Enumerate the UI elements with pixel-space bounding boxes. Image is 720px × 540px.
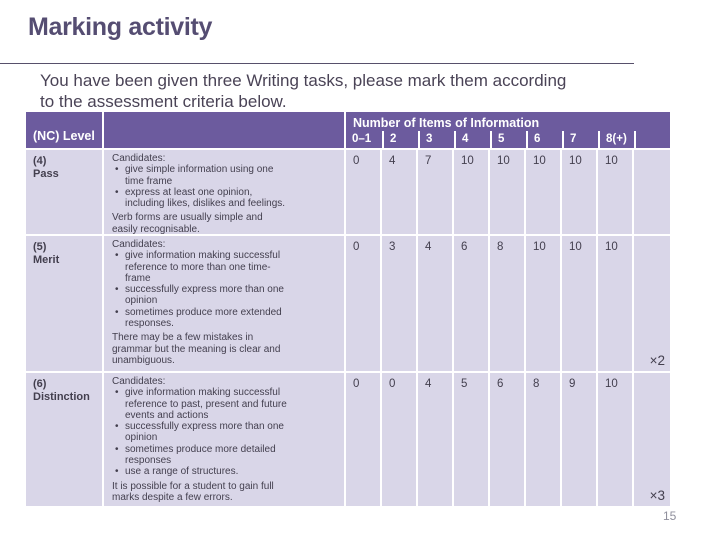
level-name: Distinction [33, 391, 90, 403]
score-cell: 7 [418, 150, 454, 236]
header-col-4: 4 [454, 131, 490, 148]
score-cell: 0 [346, 373, 382, 508]
bullet-item: express at least one opinion, including … [112, 187, 289, 210]
score-cell: 10 [598, 150, 634, 236]
bullet-item: sometimes produce more detailed response… [112, 444, 289, 467]
level-name: Pass [33, 168, 59, 180]
header-col-5: 5 [490, 131, 526, 148]
score-cell: 10 [598, 236, 634, 373]
bullet-item: successfully express more than one opini… [112, 284, 289, 307]
bullet-item: successfully express more than one opini… [112, 421, 289, 444]
criteria-cell: Candidates: give simple information usin… [104, 150, 346, 236]
subtitle-line-1: You have been given three Writing tasks,… [40, 71, 567, 90]
score-cell: 6 [454, 236, 490, 373]
subtitle-line-2: to the assessment criteria below. [40, 92, 287, 111]
bullet-item: use a range of structures. [112, 466, 289, 478]
criteria-intro: Candidates: [112, 239, 166, 250]
header-level: (NC) Level [26, 112, 104, 150]
criteria-bullets: give information making successful refer… [112, 387, 289, 478]
bullet-item: give simple information using one time f… [112, 164, 289, 187]
score-cell: 10 [526, 150, 562, 236]
header-col-6: 6 [526, 131, 562, 148]
level-code: (5) [33, 241, 47, 253]
page-number: 15 [663, 509, 677, 523]
score-cell: 4 [418, 373, 454, 508]
score-cell: 8 [490, 236, 526, 373]
header-col-2: 2 [382, 131, 418, 148]
score-cell: 0 [346, 150, 382, 236]
score-cell: 4 [382, 150, 418, 236]
assessment-criteria-table: (NC) Level Number of Items of Informatio… [26, 112, 672, 508]
score-cell: 10 [490, 150, 526, 236]
score-cell: 10 [526, 236, 562, 373]
score-cell: 3 [382, 236, 418, 373]
criteria-bullets: give simple information using one time f… [112, 164, 289, 209]
header-col-8plus: 8(+) [598, 131, 634, 148]
bullet-item: give information making successful refer… [112, 250, 289, 284]
page-title: Marking activity [28, 13, 213, 41]
score-cell: 0 [346, 236, 382, 373]
header-items-group: Number of Items of Information 0–1 2 3 4… [346, 112, 672, 150]
criteria-cell: Candidates: give information making succ… [104, 236, 346, 373]
level-code: (6) [33, 378, 47, 390]
criteria-intro: Candidates: [112, 153, 166, 164]
criteria-note: Verb forms are usually simple and easily… [112, 212, 263, 235]
score-cell: 10 [562, 236, 598, 373]
header-col-7: 7 [562, 131, 598, 148]
score-cell: 9 [562, 373, 598, 508]
slide-subtitle: You have been given three Writing tasks,… [40, 70, 680, 112]
bullet-item: sometimes produce more extended response… [112, 307, 289, 330]
score-cell: 10 [454, 150, 490, 236]
bullet-item: give information making successful refer… [112, 387, 289, 421]
score-cell: 10 [562, 150, 598, 236]
header-item-columns: 0–1 2 3 4 5 6 7 8(+) [346, 131, 670, 148]
header-group-label: Number of Items of Information [353, 116, 540, 130]
multiplier-cell [634, 150, 672, 236]
criteria-intro: Candidates: [112, 376, 166, 387]
header-criteria-spacer [104, 112, 346, 150]
header-col-0-1: 0–1 [352, 133, 372, 145]
title-underline [0, 63, 634, 64]
score-cell: 10 [598, 373, 634, 508]
header-col-empty [634, 131, 670, 148]
criteria-bullets: give information making successful refer… [112, 250, 289, 329]
multiplier-cell: ×2 [634, 236, 672, 373]
level-code: (4) [33, 155, 47, 167]
criteria-note: There may be a few mistakes in grammar b… [112, 332, 281, 366]
score-cell: 5 [454, 373, 490, 508]
score-cell: 4 [418, 236, 454, 373]
multiplier-cell: ×3 [634, 373, 672, 508]
score-cell: 0 [382, 373, 418, 508]
level-cell: (4) Pass [26, 150, 104, 236]
score-cell: 6 [490, 373, 526, 508]
criteria-cell: Candidates: give information making succ… [104, 373, 346, 508]
header-col-3: 3 [418, 131, 454, 148]
level-cell: (6) Distinction [26, 373, 104, 508]
level-name: Merit [33, 254, 60, 266]
score-cell: 8 [526, 373, 562, 508]
level-cell: (5) Merit [26, 236, 104, 373]
criteria-note: It is possible for a student to gain ful… [112, 480, 274, 503]
